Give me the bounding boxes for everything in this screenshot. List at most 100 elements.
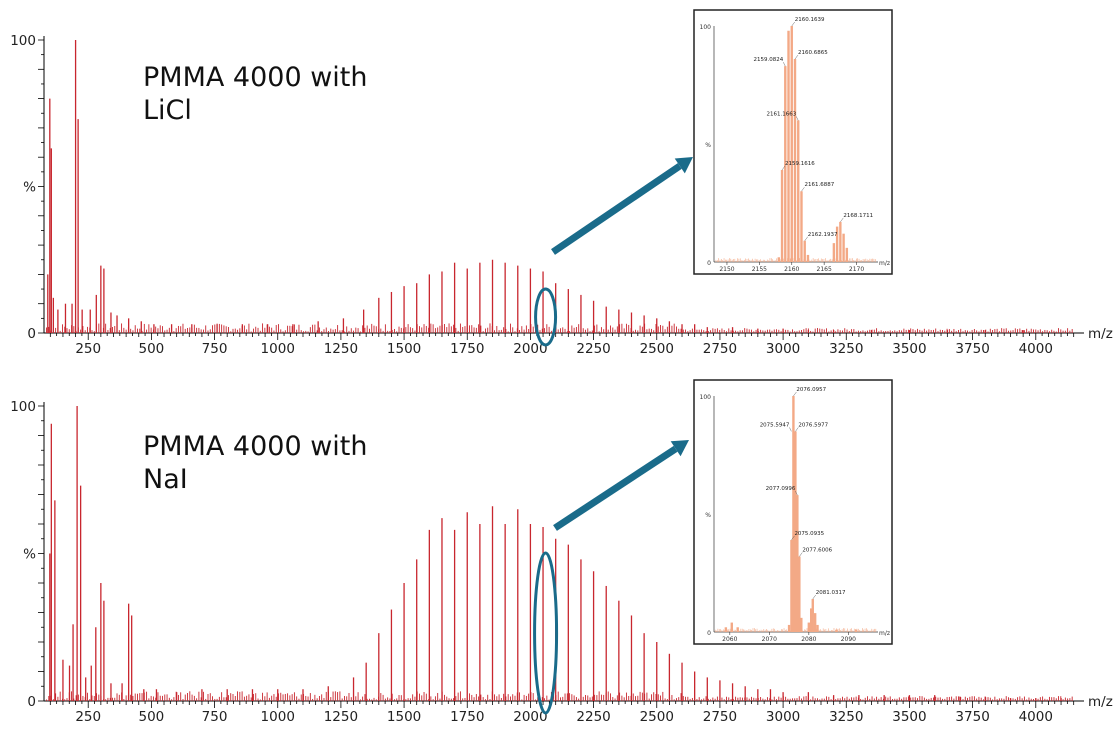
inset-annotation-leader bbox=[789, 427, 792, 432]
inset-peak-label: 2160.6865 bbox=[798, 50, 828, 56]
x-tick-label: 1250 bbox=[324, 341, 358, 357]
chart-title-line: NaI bbox=[143, 464, 188, 495]
inset-y-label: % bbox=[705, 142, 711, 149]
x-tick-label: 2500 bbox=[640, 341, 674, 357]
inset-peak-label: 2168.1711 bbox=[843, 213, 873, 219]
inset-annotation-leader bbox=[801, 187, 805, 192]
highlight-ellipse bbox=[534, 287, 558, 347]
inset-y-label: % bbox=[705, 512, 711, 519]
y-tick-label-100: 100 bbox=[10, 399, 36, 415]
x-tick-label: 1250 bbox=[324, 709, 358, 725]
inset-peak-label: 2160.1639 bbox=[795, 17, 825, 23]
inset-peak-label: 2076.5977 bbox=[798, 422, 828, 428]
y-tick-label-0: 0 bbox=[27, 694, 36, 710]
inset-peak-label: 2076.0957 bbox=[796, 387, 826, 393]
x-tick-label: 3000 bbox=[766, 341, 800, 357]
x-axis-label: m/z bbox=[1088, 326, 1113, 342]
y-tick-label-0: 0 bbox=[27, 326, 36, 342]
baseline-noise bbox=[46, 691, 1073, 701]
inset-x-tick-label: 2060 bbox=[722, 636, 737, 643]
inset-annotation-leader bbox=[795, 427, 799, 432]
x-tick-label: 250 bbox=[75, 341, 101, 357]
inset-annotation-leader bbox=[791, 535, 795, 541]
chart-title: PMMA 4000 with NaI bbox=[143, 431, 368, 495]
inset-y-tick-0: 0 bbox=[707, 630, 711, 637]
peak-series bbox=[49, 406, 1062, 701]
chart-title-line: PMMA 4000 with bbox=[143, 62, 368, 93]
spectrum-panel-1: 250 500 750 1000 1250 1500 1750 2000 2250 2500 275… bbox=[10, 9, 1113, 357]
chart-title-line: LiCl bbox=[143, 95, 192, 126]
inset-annotation-leader bbox=[799, 552, 803, 557]
x-tick-label: 750 bbox=[202, 341, 228, 357]
x-tick-label: 1000 bbox=[261, 709, 295, 725]
inset-x-tick-label: 2170 bbox=[849, 266, 864, 273]
inset-x-tick-label: 2080 bbox=[801, 636, 816, 643]
x-tick-label: 2000 bbox=[513, 341, 547, 357]
x-tick-label: 1750 bbox=[450, 341, 484, 357]
x-tick-label: 3500 bbox=[892, 709, 926, 725]
inset-annotation-leader bbox=[794, 54, 799, 60]
inset-peak-label: 2161.6887 bbox=[804, 182, 834, 188]
inset-peak-label: 2159.0824 bbox=[754, 57, 784, 63]
x-tick-label: 3250 bbox=[829, 709, 863, 725]
x-tick-label: 3250 bbox=[829, 341, 863, 357]
highlight-ellipse bbox=[533, 551, 559, 715]
inset-x-tick-label: 2160 bbox=[784, 266, 799, 273]
inset-peak-label: 2162.1937 bbox=[808, 232, 838, 238]
inset-annotation-leader bbox=[783, 62, 786, 67]
inset-annotation-leader bbox=[840, 217, 844, 223]
x-tick-label: 3750 bbox=[955, 341, 989, 357]
x-tick-label: 3500 bbox=[892, 341, 926, 357]
chart-title-line: PMMA 4000 with bbox=[143, 431, 368, 462]
x-tick-label: 4000 bbox=[1019, 709, 1053, 725]
x-tick-label: 1750 bbox=[450, 709, 484, 725]
x-tick-label: 500 bbox=[138, 709, 164, 725]
callout-arrow-shaft bbox=[551, 163, 682, 255]
x-tick-label: 2250 bbox=[576, 709, 610, 725]
x-tick-label: 2750 bbox=[703, 709, 737, 725]
x-tick-label: 1500 bbox=[387, 709, 421, 725]
inset-peak-label: 2075.5947 bbox=[760, 422, 790, 428]
y-axis-label: % bbox=[23, 547, 36, 563]
inset-y-tick-0: 0 bbox=[707, 260, 711, 267]
inset-x-tick-label: 2090 bbox=[841, 636, 856, 643]
x-tick-label: 4000 bbox=[1019, 341, 1053, 357]
inset-x-tick-label: 2150 bbox=[719, 266, 734, 273]
baseline-noise bbox=[46, 323, 1073, 333]
inset-peak-label: 2077.6006 bbox=[802, 547, 832, 553]
x-tick-label: 750 bbox=[202, 709, 228, 725]
callout-arrow-head bbox=[674, 157, 693, 174]
x-tick-label: 250 bbox=[75, 709, 101, 725]
y-tick-label-100: 100 bbox=[10, 33, 36, 49]
inset-annotation-leader bbox=[796, 116, 799, 121]
inset-y-tick-100: 100 bbox=[700, 394, 712, 401]
x-tick-label: 1500 bbox=[387, 341, 421, 357]
x-tick-label: 1000 bbox=[261, 341, 295, 357]
inset-peak-label: 2077.0996 bbox=[766, 486, 796, 492]
x-tick-label: 3750 bbox=[955, 709, 989, 725]
inset-y-tick-100: 100 bbox=[700, 24, 712, 31]
x-axis-label: m/z bbox=[1088, 694, 1113, 710]
inset-peak-label: 2081.0317 bbox=[816, 590, 846, 596]
inset-x-tick-label: 2165 bbox=[817, 266, 832, 273]
x-tick-label: 2000 bbox=[513, 709, 547, 725]
inset-x-label: m/z bbox=[879, 630, 890, 637]
inset-annotation-leader bbox=[781, 165, 786, 171]
inset-annotation-leader bbox=[812, 594, 816, 600]
inset-peak-label: 2161.1663 bbox=[766, 111, 796, 117]
inset-annotation-leader bbox=[795, 491, 798, 496]
x-tick-label: 2250 bbox=[576, 341, 610, 357]
inset-annotation-leader bbox=[804, 236, 808, 241]
inset-annotation-leader bbox=[791, 21, 795, 27]
x-tick-label: 500 bbox=[138, 341, 164, 357]
y-axis-label: % bbox=[23, 180, 36, 196]
x-tick-label: 2500 bbox=[640, 709, 674, 725]
inset-annotation-leader bbox=[793, 391, 797, 397]
peak-series bbox=[47, 40, 1024, 333]
callout-arrow-shaft bbox=[553, 445, 678, 531]
chart-title: PMMA 4000 with LiCl bbox=[143, 62, 368, 126]
inset-x-label: m/z bbox=[879, 260, 890, 267]
zoom-inset: 100% 0 2150 2155 2160 2165 2170 m/z 2160.1639 215… bbox=[693, 9, 893, 275]
callout-arrow-head bbox=[670, 440, 689, 457]
